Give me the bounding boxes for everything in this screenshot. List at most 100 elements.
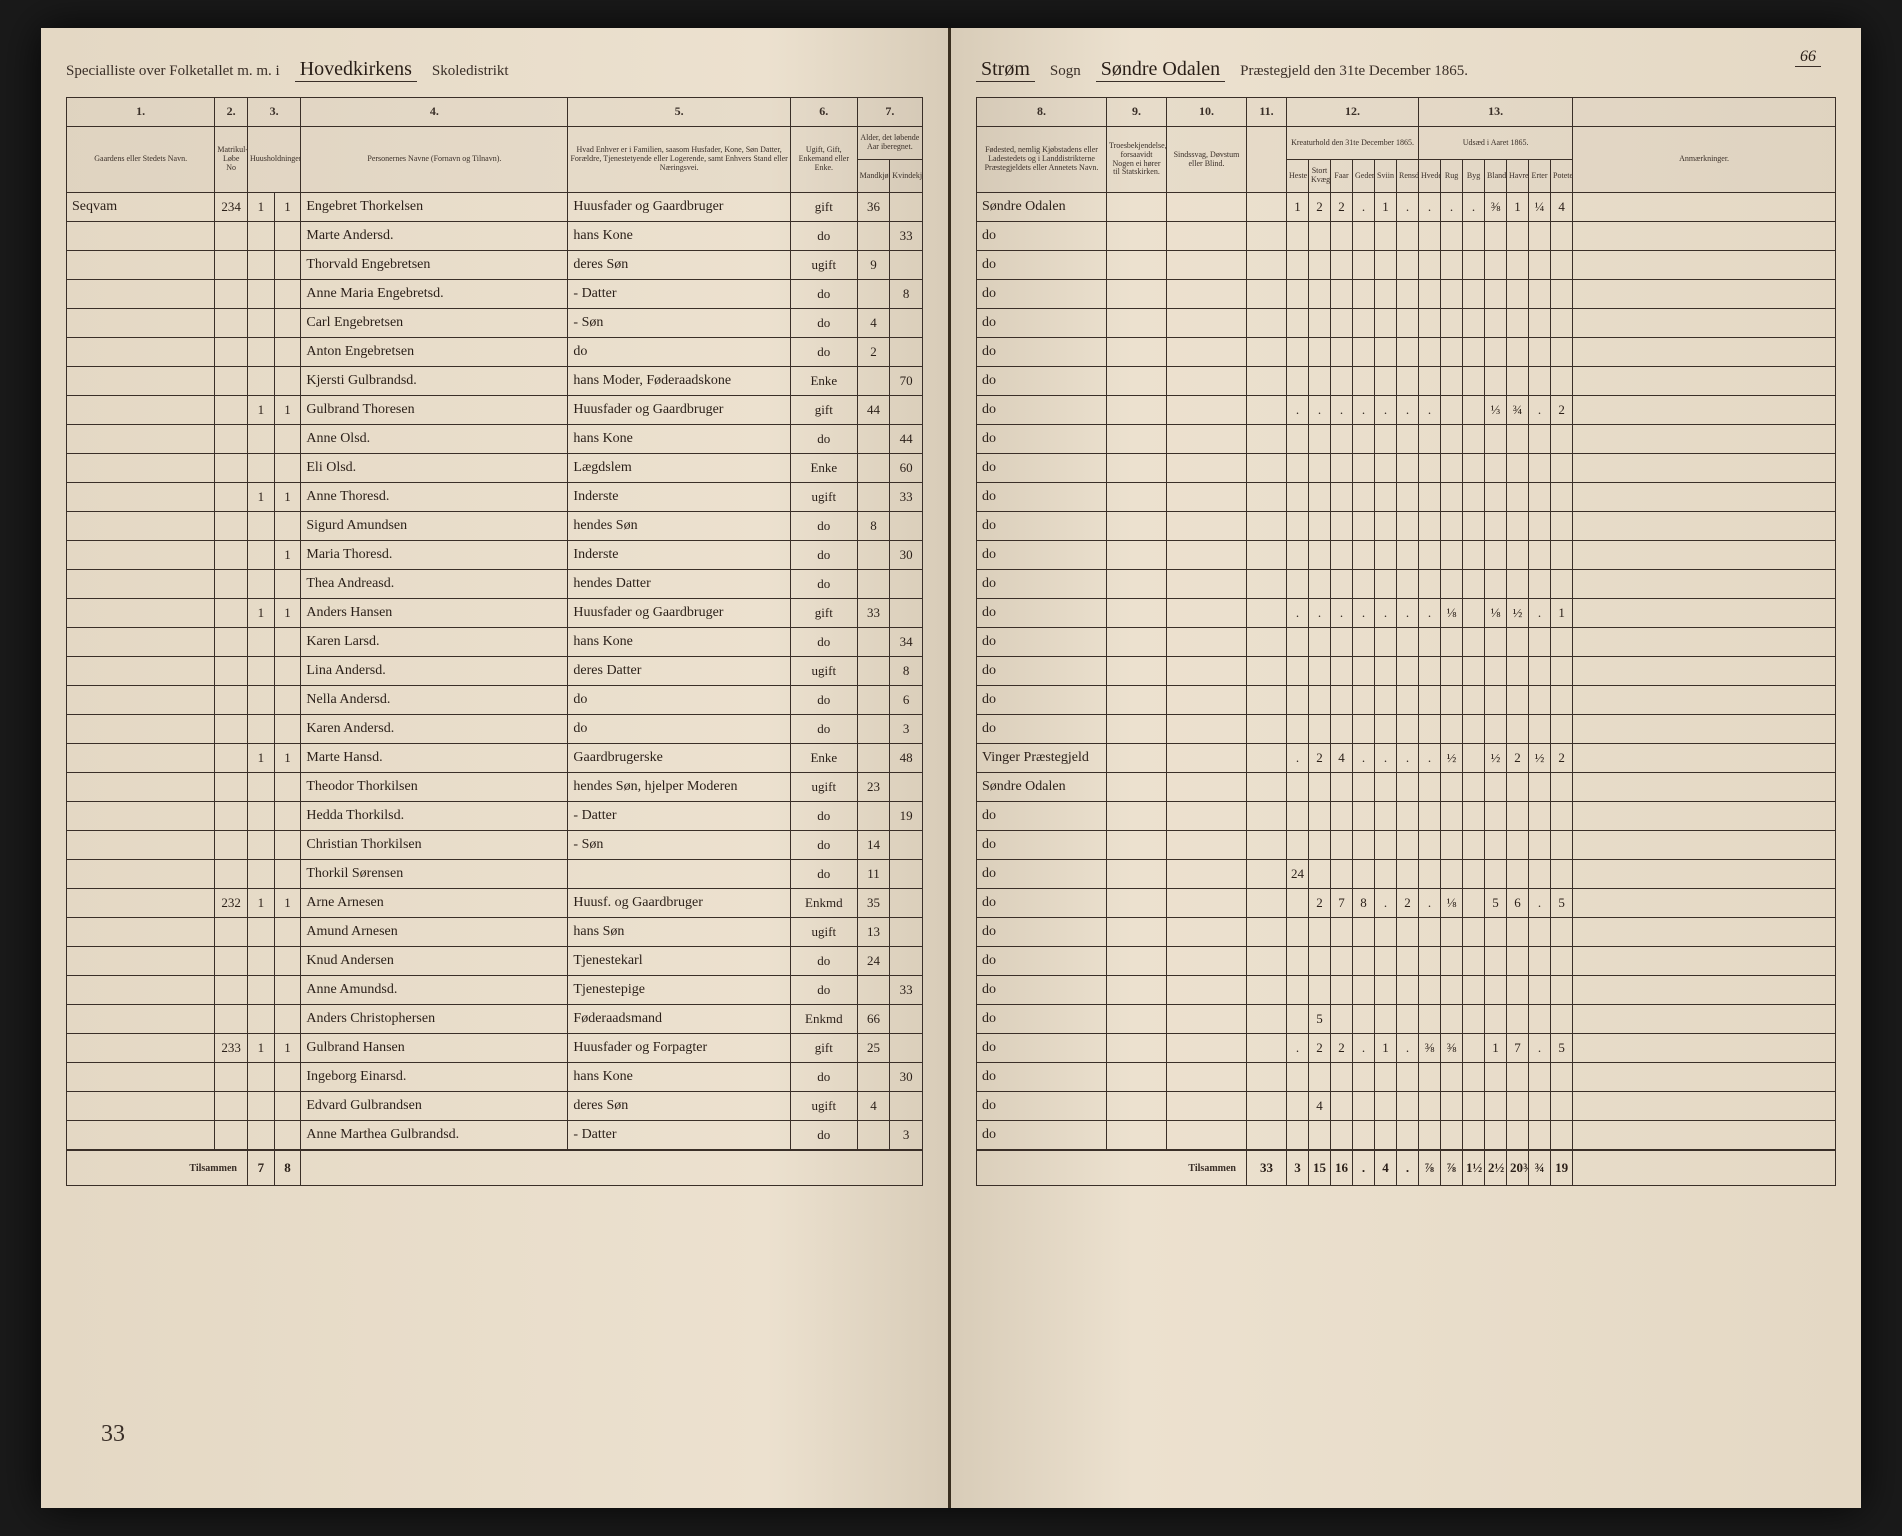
kreatur-cell: .	[1309, 396, 1331, 425]
m-cell	[857, 541, 890, 570]
total-r3: 16	[1331, 1150, 1353, 1186]
stand-cell: - Datter	[568, 1121, 791, 1151]
h2-cell	[274, 715, 301, 744]
h1-cell	[247, 512, 274, 541]
name-cell: Anton Engebretsen	[301, 338, 568, 367]
totals-label-right: Tilsammen	[977, 1150, 1247, 1186]
kreatur-cell: .	[1397, 744, 1419, 773]
kreatur-cell	[1463, 657, 1485, 686]
kreatur-cell: .	[1419, 193, 1441, 222]
kreatur-cell	[1331, 425, 1353, 454]
blank-cell	[1247, 657, 1287, 686]
kreatur-cell	[1375, 483, 1397, 512]
k-cell: 33	[890, 976, 923, 1005]
kreatur-cell	[1375, 686, 1397, 715]
kreatur-cell	[1309, 628, 1331, 657]
m-cell	[857, 715, 890, 744]
sind-cell	[1167, 1092, 1247, 1121]
table-row: Ingeborg Einarsd.hans Konedo30	[67, 1063, 923, 1092]
gift-cell: gift	[790, 599, 857, 628]
gift-cell: do	[790, 802, 857, 831]
matr-cell	[215, 1005, 248, 1034]
kreatur-cell: 1	[1551, 599, 1573, 628]
k-cell: 30	[890, 1063, 923, 1092]
fodested-header: Fødested, nemlig Kjøbstadens eller Lades…	[977, 127, 1107, 193]
kreatur-cell	[1507, 367, 1529, 396]
h2-cell	[274, 367, 301, 396]
kreatur-cell	[1397, 1092, 1419, 1121]
kreatur-cell	[1331, 338, 1353, 367]
kreatur-cell: 1	[1485, 1034, 1507, 1063]
kreatur-cell	[1375, 715, 1397, 744]
matr-cell	[215, 657, 248, 686]
gaard-cell	[67, 396, 215, 425]
tro-cell	[1107, 280, 1167, 309]
blank-cell	[1247, 715, 1287, 744]
table-row: 23211Arne ArnesenHuusf. og GaardbrugerEn…	[67, 889, 923, 918]
kreatur-cell	[1507, 222, 1529, 251]
kreatur-cell	[1441, 918, 1463, 947]
tro-cell	[1107, 744, 1167, 773]
kreatur-cell	[1419, 1005, 1441, 1034]
matr-cell	[215, 425, 248, 454]
h2-cell: 1	[274, 396, 301, 425]
sind-cell	[1167, 860, 1247, 889]
kreatur-cell	[1375, 802, 1397, 831]
kreatur-cell	[1397, 860, 1419, 889]
k-cell: 6	[890, 686, 923, 715]
kreatur-cell	[1551, 715, 1573, 744]
tro-cell	[1107, 628, 1167, 657]
kreatur-cell: ⅛	[1441, 599, 1463, 628]
kreatur-cell	[1375, 773, 1397, 802]
kreatur-cell: .	[1287, 599, 1309, 628]
kreatur-cell	[1507, 657, 1529, 686]
matr-cell	[215, 715, 248, 744]
sted-cell: do	[977, 628, 1107, 657]
table-row: Seqvam23411Engebret ThorkelsenHuusfader …	[67, 193, 923, 222]
kreatur-cell	[1353, 367, 1375, 396]
kreatur-cell	[1441, 947, 1463, 976]
kreatur-cell: 1	[1507, 193, 1529, 222]
gaard-cell	[67, 222, 215, 251]
kreatur-cell: 2	[1309, 889, 1331, 918]
k-cell: 70	[890, 367, 923, 396]
kreatur-cell: ⅓	[1485, 396, 1507, 425]
tro-cell	[1107, 483, 1167, 512]
gift-cell: ugift	[790, 918, 857, 947]
kreatur-cell	[1397, 628, 1419, 657]
kreatur-cell: 7	[1331, 889, 1353, 918]
name-cell: Thea Andreasd.	[301, 570, 568, 599]
kreatur-cell	[1485, 686, 1507, 715]
table-row: do	[977, 367, 1836, 396]
kreatur-cell	[1331, 715, 1353, 744]
h2-cell	[274, 280, 301, 309]
kreatur-cell	[1485, 1005, 1507, 1034]
kreatur-cell	[1331, 367, 1353, 396]
kreatur-cell	[1397, 483, 1419, 512]
kreatur-cell	[1397, 570, 1419, 599]
kreatur-cell	[1397, 280, 1419, 309]
kreatur-cell	[1397, 657, 1419, 686]
kreatur-cell	[1529, 947, 1551, 976]
gaard-cell	[67, 802, 215, 831]
kreatur-cell	[1529, 831, 1551, 860]
erter-hdr: Erter	[1529, 160, 1551, 193]
right-table: 8. 9. 10. 11. 12. 13. Fødested, nemlig K…	[976, 97, 1836, 1186]
col1-header: 1.	[67, 98, 215, 127]
h1-cell	[247, 628, 274, 657]
kreatur-cell	[1507, 715, 1529, 744]
kreatur-cell	[1463, 396, 1485, 425]
matr-cell	[215, 831, 248, 860]
kreatur-cell	[1419, 309, 1441, 338]
kreatur-cell	[1331, 1121, 1353, 1151]
kreatur-cell	[1551, 860, 1573, 889]
anm-cell	[1573, 1121, 1836, 1151]
kreatur-cell	[1309, 367, 1331, 396]
sted-cell: do	[977, 599, 1107, 628]
table-row: Amund Arnesenhans Sønugift13	[67, 918, 923, 947]
matr-cell	[215, 570, 248, 599]
kreatur-cell	[1529, 251, 1551, 280]
kreatur-cell	[1353, 860, 1375, 889]
table-row: do	[977, 628, 1836, 657]
stand-cell: - Datter	[568, 280, 791, 309]
